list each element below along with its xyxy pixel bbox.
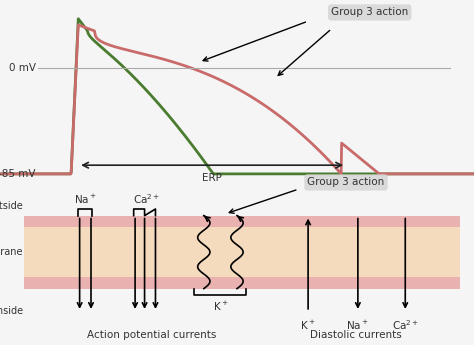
Bar xyxy=(24,277,460,289)
Bar xyxy=(24,216,460,227)
Text: ERP: ERP xyxy=(202,172,222,183)
Text: Group 3 action: Group 3 action xyxy=(331,8,408,17)
Text: Diastolic currents: Diastolic currents xyxy=(310,330,401,340)
Text: Inside: Inside xyxy=(0,306,23,316)
Text: Action potential currents: Action potential currents xyxy=(87,330,216,340)
Text: Outside: Outside xyxy=(0,201,23,211)
Bar xyxy=(24,227,460,277)
Text: Na$^+$: Na$^+$ xyxy=(74,193,97,206)
Text: Group 3 action: Group 3 action xyxy=(308,177,384,187)
Text: Ca$^{2+}$: Ca$^{2+}$ xyxy=(392,318,419,332)
Text: -85 mV: -85 mV xyxy=(0,169,36,179)
Text: Membrane: Membrane xyxy=(0,247,23,257)
Text: 0 mV: 0 mV xyxy=(9,63,36,73)
Text: Na$^+$: Na$^+$ xyxy=(346,318,369,332)
Text: K$^+$: K$^+$ xyxy=(212,300,228,313)
Text: K$^+$: K$^+$ xyxy=(300,318,316,332)
Text: Ca$^{2+}$: Ca$^{2+}$ xyxy=(133,192,161,206)
